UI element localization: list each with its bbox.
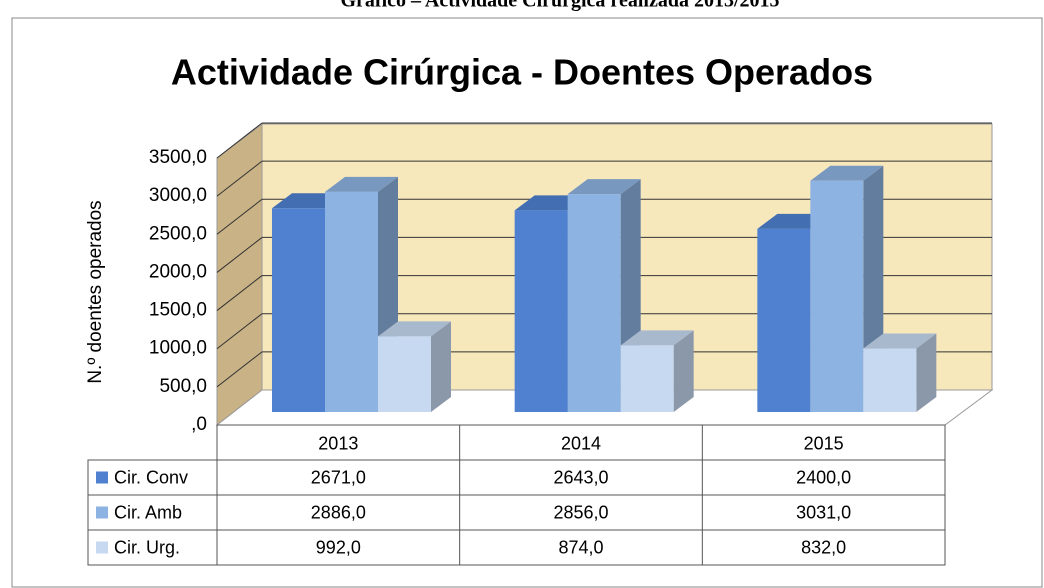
caption: Gráfico – Actividade Cirúrgica realizada… (340, 0, 779, 12)
legend-swatch (96, 541, 108, 554)
x-tick-label: 2013 (318, 433, 358, 453)
y-tick-label: 1000,0 (149, 338, 207, 359)
data-label: 2643,0 (553, 467, 608, 487)
data-label: 2856,0 (553, 502, 608, 522)
data-label: 874,0 (558, 537, 603, 557)
bar-top (325, 176, 398, 192)
data-label: 2400,0 (796, 467, 851, 487)
bar-top (378, 321, 451, 337)
grid-line (216, 351, 263, 388)
bar (620, 345, 674, 412)
grid-line (216, 198, 263, 235)
y-tick-label: 500,0 (159, 376, 207, 397)
legend-label: Cir. Conv (114, 467, 188, 487)
grid-line (216, 237, 263, 273)
bar (810, 180, 864, 412)
y-axis-title: N.º doentes operados (85, 200, 106, 383)
bar-side (431, 321, 451, 412)
data-label: 3031,0 (796, 502, 851, 522)
bar-side (673, 330, 694, 412)
y-tick-label: 2000,0 (149, 261, 207, 282)
grid-line (216, 313, 263, 350)
bar (514, 210, 568, 412)
data-label: 2671,0 (311, 467, 366, 487)
bar (567, 194, 621, 412)
y-tick-label: 1500,0 (149, 300, 207, 321)
bar-top (567, 179, 641, 195)
bar (863, 348, 917, 412)
y-tick-label: ,0 (191, 414, 207, 435)
y-tick-label: 2500,0 (149, 223, 207, 244)
x-tick-label: 2014 (561, 433, 601, 453)
grid-line (216, 122, 263, 159)
side-wall (216, 122, 263, 427)
legend-label: Cir. Amb (114, 502, 182, 522)
bar-side (916, 333, 937, 412)
y-tick-label: 3000,0 (149, 185, 207, 206)
bar-top (863, 333, 937, 349)
legend-swatch (96, 471, 108, 484)
data-label: 992,0 (316, 537, 361, 557)
grid-line (216, 275, 263, 311)
y-tick-label: 3500,0 (149, 147, 207, 168)
bar (272, 208, 325, 412)
chart-title: Actividade Cirúrgica - Doentes Operados (171, 52, 873, 93)
legend-label: Cir. Urg. (114, 537, 180, 557)
grid-line (216, 160, 263, 197)
data-label: 2886,0 (311, 502, 366, 522)
bar (757, 228, 811, 412)
bar-top (810, 165, 884, 181)
legend-swatch (96, 506, 108, 519)
bar (378, 336, 431, 412)
bar (325, 191, 378, 412)
data-label: 832,0 (801, 537, 846, 557)
x-tick-label: 2015 (804, 433, 844, 453)
bar-top (620, 330, 694, 346)
